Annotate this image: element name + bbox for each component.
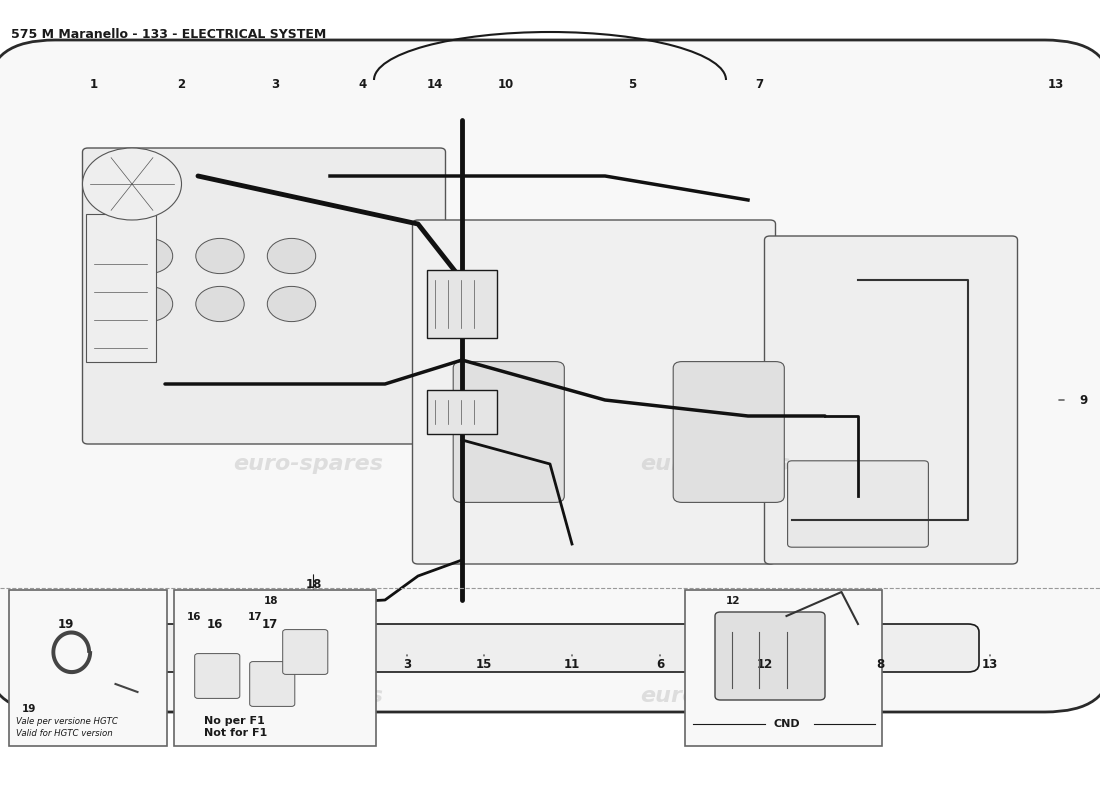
Text: 16: 16 (207, 618, 222, 630)
Text: 6: 6 (656, 658, 664, 670)
Text: 16: 16 (187, 612, 201, 622)
Text: 19: 19 (58, 618, 74, 630)
FancyBboxPatch shape (283, 630, 328, 674)
Text: 11: 11 (564, 658, 580, 670)
Text: 8: 8 (876, 658, 884, 670)
Text: euro-spares: euro-spares (640, 454, 790, 474)
Circle shape (82, 148, 182, 220)
Circle shape (196, 238, 244, 274)
FancyBboxPatch shape (9, 590, 167, 746)
Text: euro-spares: euro-spares (640, 686, 790, 706)
Text: Valid for HGTC version: Valid for HGTC version (16, 729, 113, 738)
FancyBboxPatch shape (0, 40, 1100, 712)
Circle shape (124, 238, 173, 274)
Text: 7: 7 (755, 78, 763, 90)
Text: 12: 12 (757, 658, 772, 670)
FancyBboxPatch shape (715, 612, 825, 700)
Text: 12: 12 (726, 596, 740, 606)
Text: 13: 13 (982, 658, 998, 670)
FancyBboxPatch shape (174, 590, 376, 746)
Text: 3: 3 (403, 658, 411, 670)
Text: 19: 19 (22, 704, 36, 714)
FancyBboxPatch shape (195, 654, 240, 698)
Text: 17: 17 (262, 618, 277, 630)
Text: No per F1: No per F1 (204, 716, 264, 726)
Circle shape (267, 238, 316, 274)
Text: 5: 5 (628, 78, 637, 90)
Text: 1: 1 (89, 78, 98, 90)
Text: 10: 10 (498, 78, 514, 90)
FancyBboxPatch shape (685, 590, 882, 746)
FancyBboxPatch shape (250, 662, 295, 706)
Text: euro-spares: euro-spares (233, 454, 383, 474)
FancyBboxPatch shape (764, 236, 1018, 564)
FancyBboxPatch shape (427, 390, 497, 434)
Text: Vale per versione HGTC: Vale per versione HGTC (16, 717, 119, 726)
Text: CND: CND (773, 719, 800, 729)
Text: 4: 4 (359, 78, 367, 90)
Text: 18: 18 (264, 596, 278, 606)
Circle shape (196, 286, 244, 322)
Text: 3: 3 (271, 78, 279, 90)
Circle shape (124, 286, 173, 322)
Text: 575 M Maranello - 133 - ELECTRICAL SYSTEM: 575 M Maranello - 133 - ELECTRICAL SYSTE… (11, 28, 327, 41)
FancyBboxPatch shape (86, 214, 156, 362)
Text: euro-spares: euro-spares (233, 686, 383, 706)
FancyBboxPatch shape (788, 461, 928, 547)
Text: 18: 18 (306, 578, 321, 590)
Text: 2: 2 (177, 78, 186, 90)
FancyBboxPatch shape (673, 362, 784, 502)
FancyBboxPatch shape (427, 270, 497, 338)
Circle shape (267, 286, 316, 322)
FancyBboxPatch shape (82, 148, 446, 444)
Text: 15: 15 (476, 658, 492, 670)
FancyBboxPatch shape (453, 362, 564, 502)
Text: Not for F1: Not for F1 (204, 728, 266, 738)
Text: 14: 14 (427, 78, 442, 90)
Text: 9: 9 (1079, 394, 1088, 406)
Text: 17: 17 (248, 612, 262, 622)
FancyBboxPatch shape (412, 220, 776, 564)
FancyBboxPatch shape (121, 624, 979, 672)
Text: 13: 13 (1048, 78, 1064, 90)
